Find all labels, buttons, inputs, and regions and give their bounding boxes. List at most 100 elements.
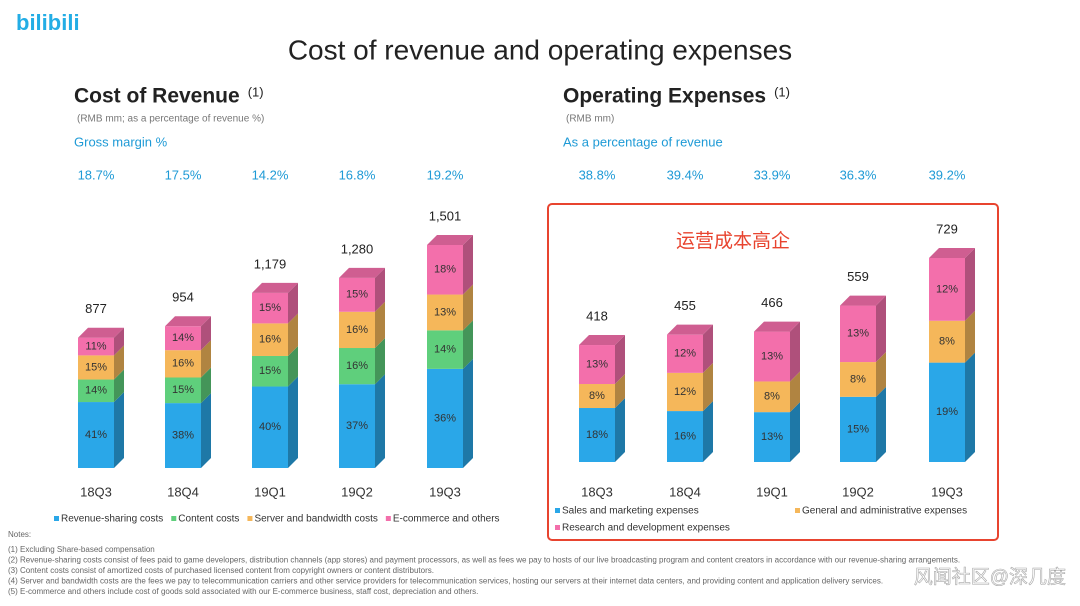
bar-side <box>375 267 385 312</box>
bar-segment <box>339 277 375 312</box>
segment-label: 37% <box>346 420 368 432</box>
segment-label: 40% <box>259 421 281 433</box>
bar-segment <box>165 350 201 378</box>
chart-title: Operating Expenses <box>563 85 766 108</box>
segment-label: 19% <box>936 406 958 418</box>
segment-label: 8% <box>764 391 780 403</box>
note-line: (5) E-commerce and others include cost o… <box>8 587 478 596</box>
bar-segment <box>427 368 463 468</box>
segment-label: 15% <box>85 361 107 373</box>
bar-segment <box>427 245 463 295</box>
x-tick-label: 19Q1 <box>254 484 286 499</box>
bar-top <box>165 316 211 327</box>
segment-label: 15% <box>346 289 368 301</box>
bar-top <box>427 235 473 245</box>
legend-label: Research and development expenses <box>562 523 730 534</box>
legend-label: E-commerce and others <box>393 514 500 525</box>
legend-label: Sales and marketing expenses <box>562 506 699 517</box>
bar-side <box>790 371 800 413</box>
bar-segment <box>754 381 790 413</box>
segment-label: 16% <box>259 334 281 346</box>
x-tick-label: 19Q1 <box>756 484 788 499</box>
bar-side <box>375 338 385 385</box>
bar-segment <box>165 326 201 351</box>
bar-segment <box>165 377 201 404</box>
x-tick-label: 19Q2 <box>341 484 373 499</box>
bar-segment <box>840 396 876 462</box>
ratio-value: 33.9% <box>754 167 791 182</box>
segment-label: 15% <box>259 302 281 314</box>
legend-swatch <box>247 516 253 521</box>
legend-swatch <box>54 516 59 521</box>
segment-label: 14% <box>85 385 107 397</box>
segment-label: 13% <box>434 306 456 318</box>
segment-label: 15% <box>259 365 281 377</box>
total-label: 1,501 <box>429 208 462 223</box>
legend-swatch <box>795 508 800 513</box>
annotation: 运营成本高企 <box>676 230 790 252</box>
ratio-value: 39.4% <box>667 167 704 182</box>
segment-label: 13% <box>761 431 783 443</box>
segment-label: 12% <box>674 348 696 360</box>
total-label: 1,280 <box>341 241 374 256</box>
segment-label: 8% <box>939 336 955 348</box>
ratio-value: 36.3% <box>840 167 877 182</box>
bar-side <box>375 301 385 349</box>
segment-label: 14% <box>172 332 194 344</box>
bar-side <box>703 401 713 462</box>
x-tick-label: 19Q3 <box>429 484 461 499</box>
bar-side <box>463 320 473 369</box>
x-tick-label: 18Q3 <box>581 484 613 499</box>
bar-top <box>929 248 975 258</box>
title-note: (1) <box>248 84 264 99</box>
bar-side <box>703 324 713 373</box>
bar-side <box>114 369 124 403</box>
bar-top <box>667 324 713 335</box>
bar-top <box>840 295 886 306</box>
bar-segment <box>252 355 288 387</box>
segment-label: 12% <box>936 283 958 295</box>
notes: Notes: (1) Excluding Share-based compensa… <box>8 530 960 596</box>
bar-side <box>703 362 713 412</box>
bar-segment <box>427 330 463 369</box>
bar-side <box>615 398 625 462</box>
bar-side <box>965 248 975 321</box>
bar-segment <box>754 331 790 382</box>
chart-subtitle: (RMB mm) <box>566 114 614 125</box>
bar-side <box>463 235 473 295</box>
legend-label: Content costs <box>178 514 239 525</box>
bar-side <box>790 321 800 382</box>
segment-label: 18% <box>434 264 456 276</box>
note-line: (2) Revenue-sharing costs consist of fee… <box>8 556 960 565</box>
x-tick-label: 19Q2 <box>842 484 874 499</box>
segment-label: 16% <box>172 358 194 370</box>
watermark: 风闻社区@深几度 <box>914 566 1066 588</box>
segment-label: 13% <box>847 328 869 340</box>
bar-segment <box>78 355 114 380</box>
ratio-value: 39.2% <box>929 167 966 182</box>
bar-segment <box>339 384 375 468</box>
bar-segment <box>78 402 114 468</box>
bar-segment <box>252 386 288 468</box>
bar-side <box>288 313 298 356</box>
segment-label: 36% <box>434 412 456 424</box>
segment-label: 8% <box>589 390 605 402</box>
ratio-label: Gross margin % <box>74 134 168 149</box>
bar-side <box>288 376 298 468</box>
slide-title: Cost of revenue and operating expenses <box>288 34 792 65</box>
bar-side <box>288 282 298 324</box>
bar-segment <box>579 345 615 385</box>
segment-label: 18% <box>586 429 608 441</box>
bar-side <box>615 374 625 409</box>
x-tick-label: 18Q4 <box>167 484 199 499</box>
bar-top <box>754 321 800 332</box>
bar-segment <box>165 403 201 468</box>
highlight-box <box>547 203 999 541</box>
bar-segment <box>427 294 463 331</box>
total-label: 466 <box>761 295 783 310</box>
chart-subtitle: (RMB mm; as a percentage of revenue %) <box>77 114 264 125</box>
legend-swatch <box>555 508 560 513</box>
legend-label: Server and bandwidth costs <box>254 514 377 525</box>
segment-label: 15% <box>172 384 194 396</box>
